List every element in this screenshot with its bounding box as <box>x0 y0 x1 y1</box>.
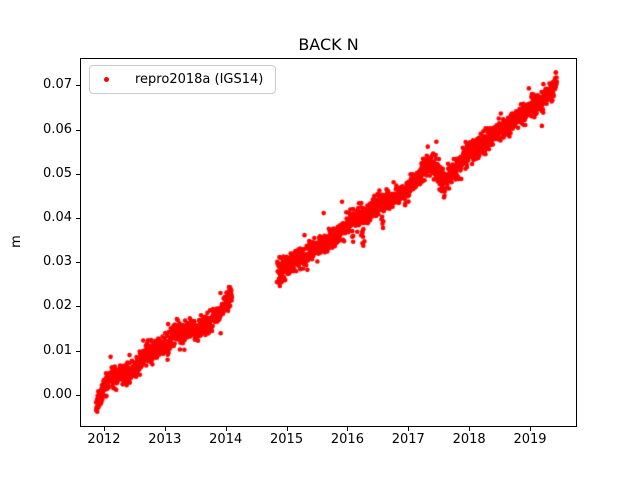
y-tick-label: 0.06 <box>43 121 72 137</box>
x-tick-label: 2016 <box>330 432 364 447</box>
legend-marker-dot-icon <box>104 77 109 82</box>
y-tick-mark <box>76 173 80 175</box>
x-tick-mark <box>408 427 410 431</box>
y-tick-label: 0.03 <box>43 254 72 270</box>
x-tick-label: 2018 <box>452 432 486 447</box>
x-tick-mark <box>225 427 227 431</box>
x-tick-label: 2019 <box>513 432 547 447</box>
y-tick-mark <box>76 306 80 308</box>
x-tick-mark <box>530 427 531 431</box>
y-tick-mark <box>76 85 80 87</box>
y-tick-mark <box>76 129 80 131</box>
x-tick-mark <box>286 427 288 431</box>
y-tick-mark <box>76 217 80 219</box>
scatter-points-canvas <box>81 59 576 426</box>
y-tick-label: 0.01 <box>43 342 72 358</box>
y-tick-label: 0.04 <box>43 209 72 225</box>
chart-title: BACK N <box>298 35 359 54</box>
x-tick-label: 2014 <box>209 432 243 447</box>
x-tick-label: 2015 <box>270 432 304 447</box>
legend-label: repro2018a (IGS14) <box>135 72 264 87</box>
x-tick-label: 2012 <box>87 432 121 447</box>
plot-area: repro2018a (IGS14) <box>80 58 577 427</box>
x-tick-mark <box>164 427 166 431</box>
y-tick-label: 0.07 <box>43 77 72 93</box>
y-tick-mark <box>76 394 80 396</box>
legend: repro2018a (IGS14) <box>89 65 277 94</box>
y-tick-label: 0.02 <box>43 298 72 314</box>
y-tick-label: 0.05 <box>43 165 72 181</box>
x-tick-mark <box>347 427 349 431</box>
x-tick-label: 2017 <box>391 432 425 447</box>
y-tick-mark <box>76 350 80 352</box>
x-tick-mark <box>469 427 471 431</box>
y-tick-mark <box>76 262 80 264</box>
x-tick-label: 2013 <box>148 432 182 447</box>
x-tick-mark <box>103 427 105 431</box>
y-tick-label: 0.00 <box>43 386 72 402</box>
y-axis-label: m <box>8 235 24 248</box>
